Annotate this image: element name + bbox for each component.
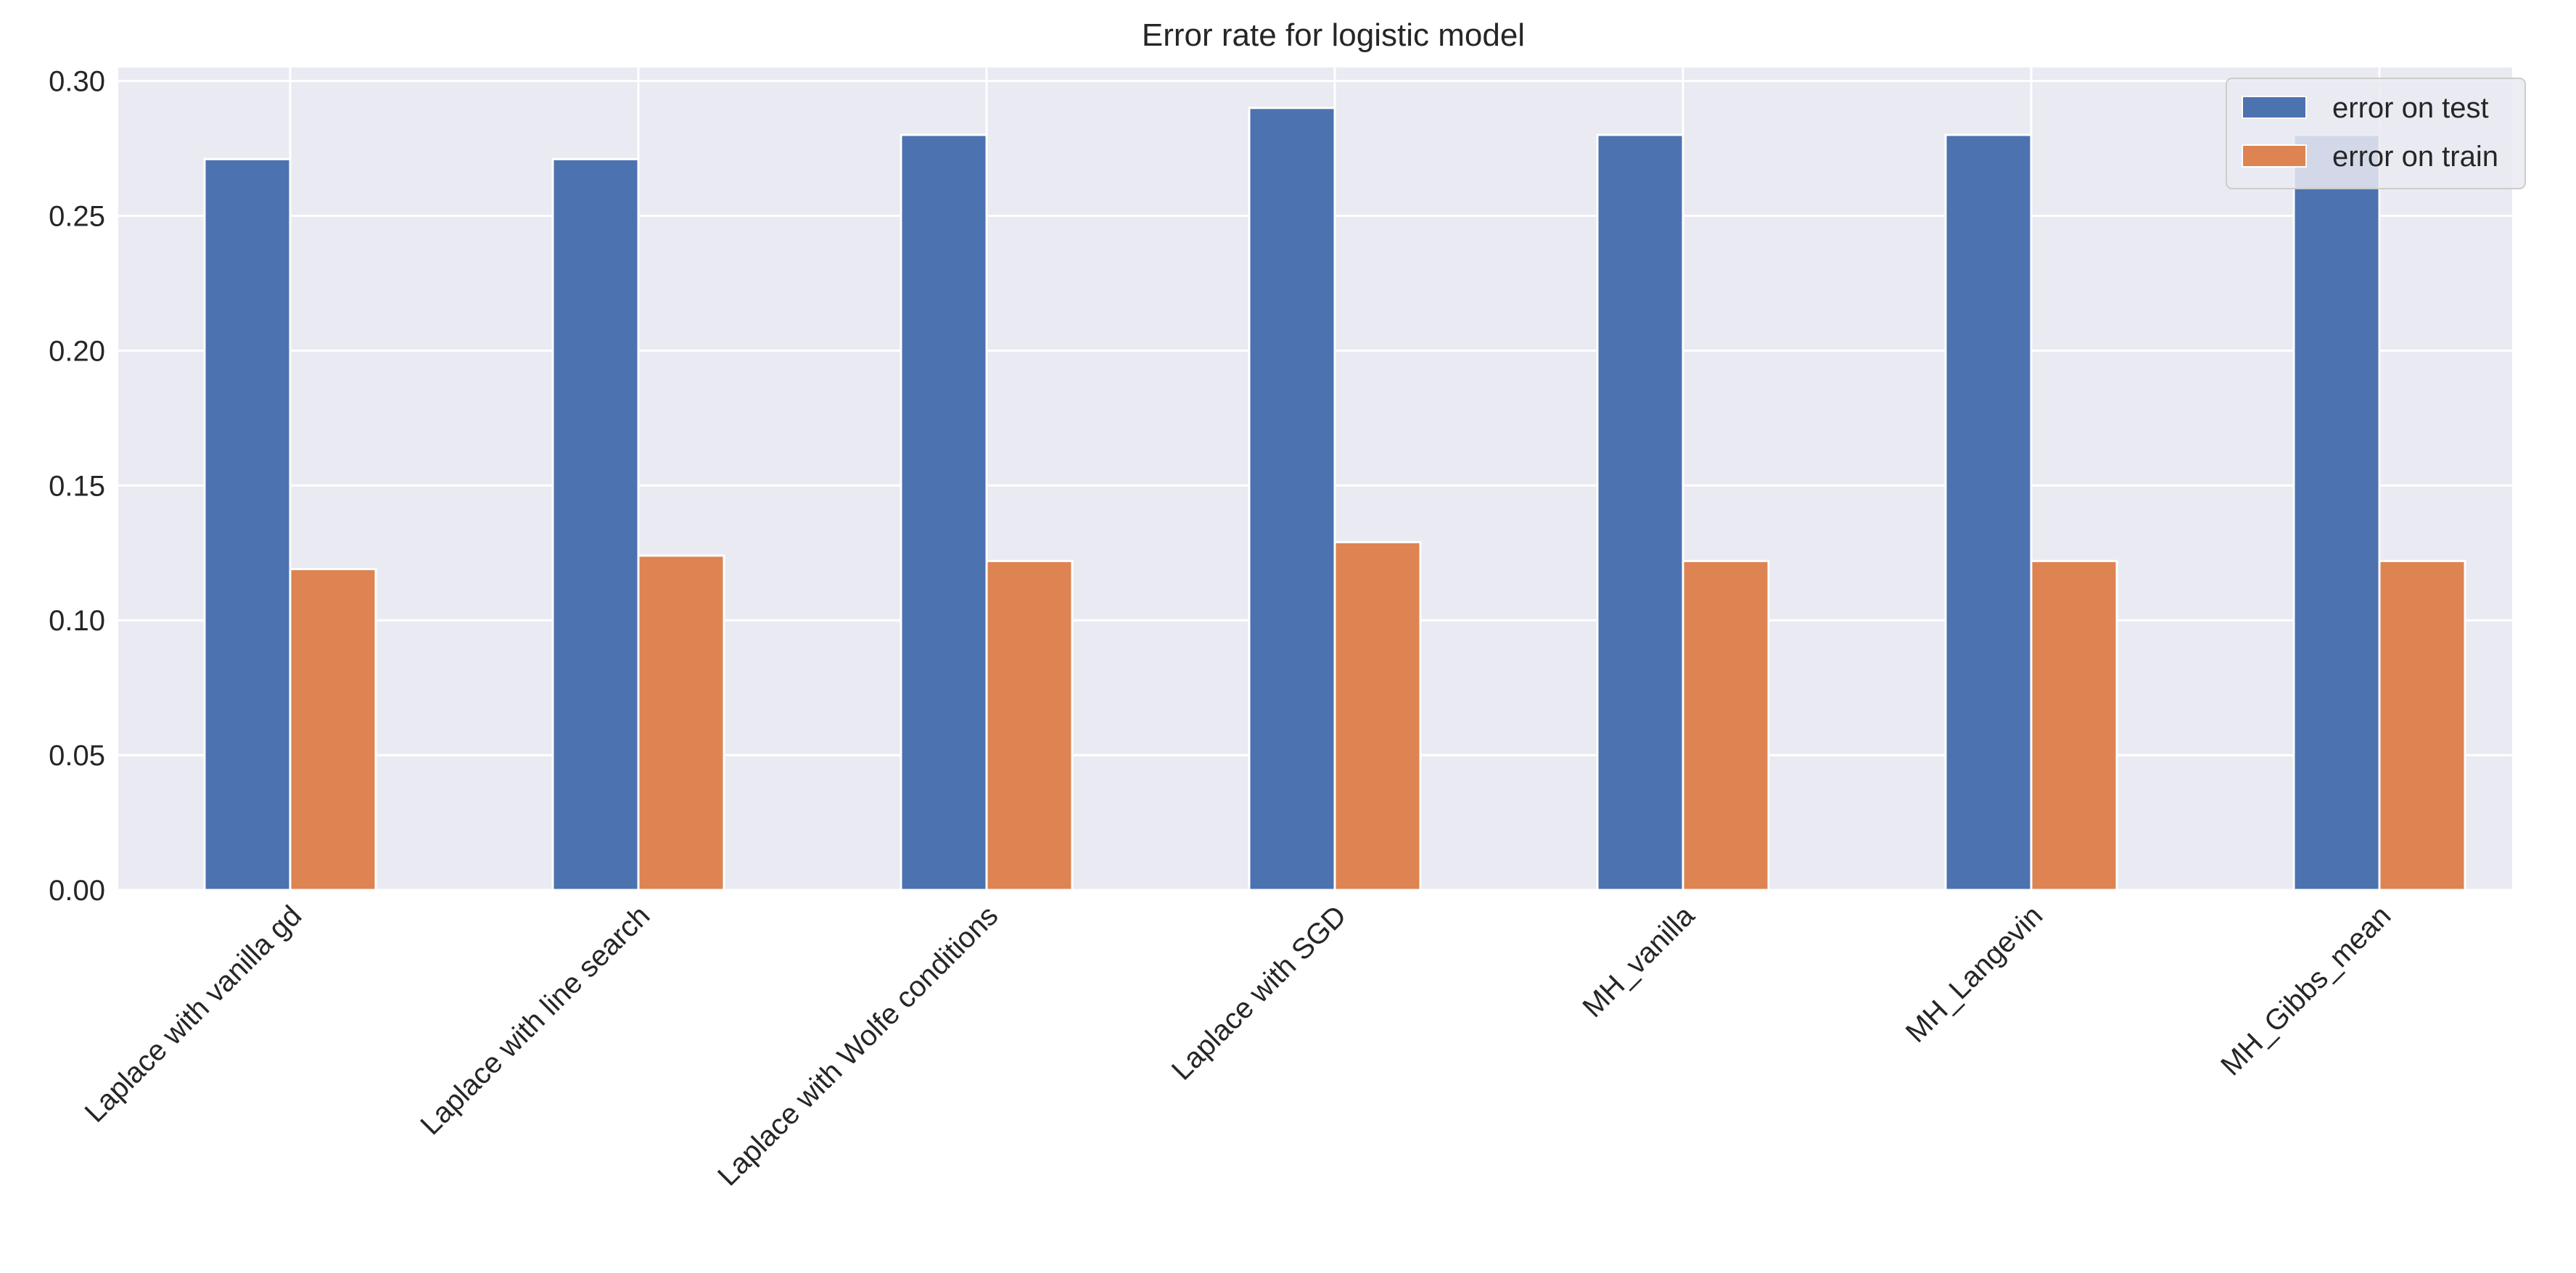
bar-test-2 [551, 157, 640, 891]
bar-test-7 [2292, 133, 2381, 891]
bar-test-5 [1596, 133, 1684, 891]
x-tick-label: MH_Gibbs_mean [2215, 899, 2397, 1082]
bar-test-3 [900, 133, 988, 891]
bar-train-6 [2030, 559, 2118, 891]
bar-train-5 [1682, 559, 1770, 891]
bars [203, 107, 2466, 891]
legend-swatch [2242, 96, 2307, 119]
legend-label: error on test [2332, 92, 2489, 124]
legend-label: error on train [2332, 141, 2498, 173]
chart-title: Error rate for logistic model [1142, 17, 1525, 53]
x-tick-label: Laplace with vanilla gd [79, 899, 308, 1129]
y-axis-ticks: 0.00 0.05 0.10 0.15 0.20 0.25 0.30 [49, 66, 105, 907]
bar-train-1 [289, 568, 377, 891]
x-tick-label: Laplace with Wolfe conditions [712, 899, 1004, 1192]
x-tick-label: MH_Langevin [1900, 899, 2049, 1049]
x-axis-ticks: Laplace with vanilla gd Laplace with line… [79, 899, 2398, 1192]
bar-train-3 [985, 559, 1074, 891]
bar-train-7 [2378, 559, 2466, 891]
y-tick-label: 0.00 [49, 875, 105, 907]
y-tick-label: 0.15 [49, 470, 105, 502]
y-tick-label: 0.05 [49, 740, 105, 772]
x-tick-label: Laplace with line search [414, 899, 656, 1141]
y-tick-label: 0.10 [49, 605, 105, 637]
bar-train-2 [637, 554, 725, 891]
bar-test-4 [1248, 107, 1336, 891]
bar-train-4 [1333, 540, 1422, 891]
y-tick-label: 0.25 [49, 200, 105, 232]
x-tick-label: Laplace with SGD [1166, 899, 1352, 1086]
y-tick-label: 0.30 [49, 66, 105, 98]
bar-test-6 [1944, 133, 2033, 891]
x-tick-label: MH_vanilla [1576, 899, 1701, 1024]
bar-test-1 [203, 157, 292, 891]
y-tick-label: 0.20 [49, 335, 105, 367]
legend: error on test error on train [2226, 78, 2526, 189]
legend-swatch [2242, 144, 2307, 168]
